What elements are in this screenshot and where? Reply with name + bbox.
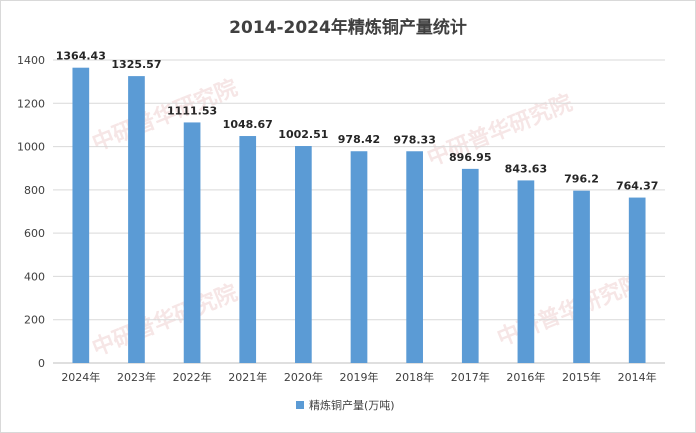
bar <box>573 190 590 363</box>
data-label: 764.37 <box>616 180 658 193</box>
watermark-text: 中研普华研究院 <box>89 75 242 157</box>
data-label: 978.42 <box>338 133 380 146</box>
bar <box>461 168 479 363</box>
y-tick-label: 1200 <box>17 97 45 110</box>
bar <box>517 180 535 363</box>
x-tick-label: 2014年 <box>618 370 657 384</box>
data-label: 796.2 <box>564 173 599 186</box>
bar <box>128 76 145 364</box>
x-tick-label: 2015年 <box>562 370 601 384</box>
watermark-text: 中研普华研究院 <box>424 90 577 172</box>
bars: 1364.43 1325.57 1111.53 1048.67 1002.51 978.4… <box>56 50 658 364</box>
x-tick-label: 2021年 <box>228 370 267 384</box>
watermark-text: 中研普华研究院 <box>89 280 242 362</box>
watermark-text: 中研普华研究院 <box>494 270 647 352</box>
chart-title: 2014-2024年精炼铜产量统计 <box>229 17 467 38</box>
data-label: 1111.53 <box>167 104 217 117</box>
bar <box>72 67 90 363</box>
data-label: 1364.43 <box>56 50 106 63</box>
x-tick-label: 2017年 <box>451 370 490 384</box>
bar <box>350 151 368 363</box>
x-tick-label: 2024年 <box>61 370 100 384</box>
bar <box>295 146 312 363</box>
x-axis: 2024年 2023年 2022年 2021年 2020年 2019年 2018年 2017年… <box>61 370 656 384</box>
legend: 精炼铜产量(万吨) <box>296 398 395 412</box>
legend-label: 精炼铜产量(万吨) <box>309 398 395 412</box>
data-label: 1325.57 <box>111 58 161 71</box>
data-label: 843.63 <box>505 162 547 175</box>
y-tick-label: 200 <box>24 314 45 327</box>
x-tick-label: 2018年 <box>395 370 434 384</box>
y-tick-label: 800 <box>24 184 45 197</box>
data-label: 1002.51 <box>278 128 328 141</box>
legend-swatch <box>296 401 304 409</box>
y-tick-label: 1000 <box>17 141 45 154</box>
y-tick-label: 400 <box>24 270 45 283</box>
bar <box>239 136 257 363</box>
x-tick-label: 2023年 <box>117 370 156 384</box>
data-label: 978.33 <box>393 133 435 146</box>
y-tick-label: 1400 <box>17 54 45 67</box>
x-tick-label: 2022年 <box>173 370 212 384</box>
x-tick-label: 2016年 <box>506 370 545 384</box>
bar <box>406 151 423 363</box>
y-tick-label: 0 <box>38 357 45 370</box>
x-tick-label: 2020年 <box>284 370 323 384</box>
data-label: 896.95 <box>449 151 491 164</box>
y-tick-label: 600 <box>24 227 45 240</box>
bar <box>183 122 201 363</box>
bar <box>628 197 646 363</box>
x-tick-label: 2019年 <box>340 370 379 384</box>
y-axis: 0 200 400 600 800 1000 1200 1400 <box>17 54 45 370</box>
data-label: 1048.67 <box>223 118 273 131</box>
